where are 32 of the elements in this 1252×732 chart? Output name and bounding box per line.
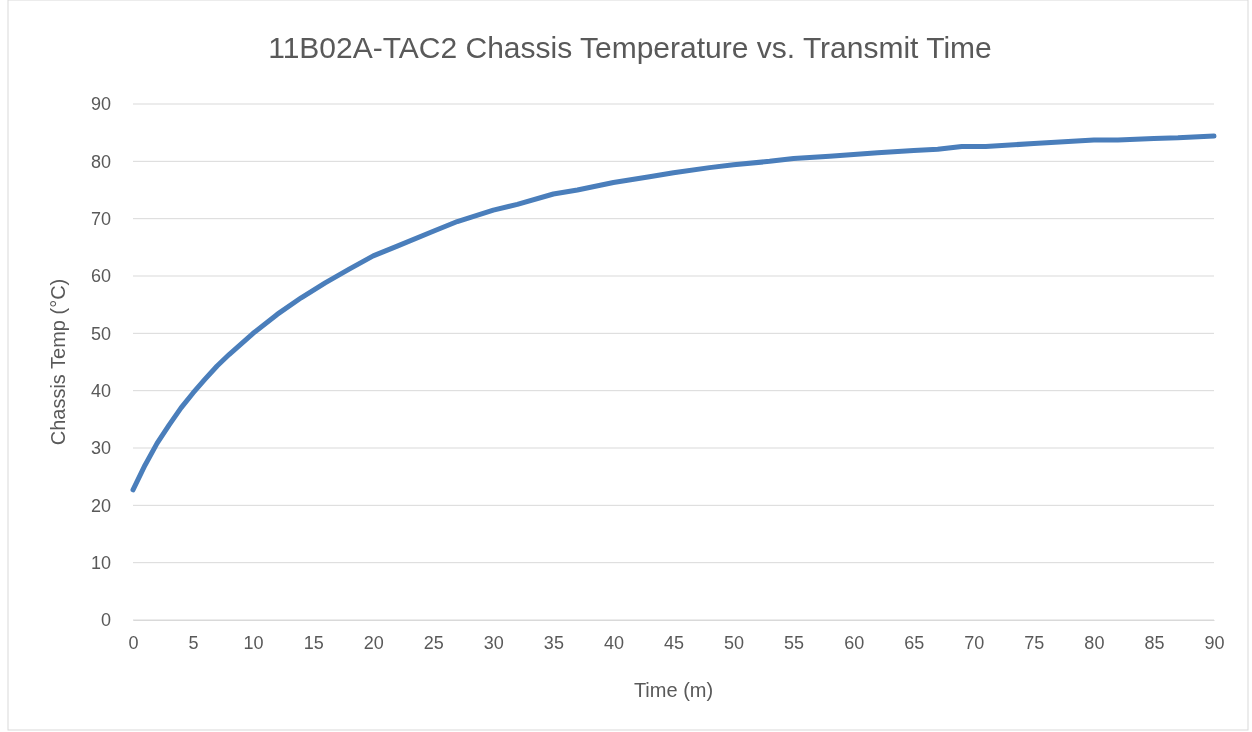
x-tick-label: 50 [724,632,745,653]
x-axis-title: Time (m) [633,679,714,701]
x-tick-label: 15 [303,632,324,653]
y-tick-label: 80 [90,151,111,172]
x-tick-label: 10 [243,632,264,653]
x-tick-label: 35 [543,632,564,653]
x-tick-label: 85 [1144,632,1165,653]
x-tick-label: 80 [1084,632,1105,653]
x-tick-label: 5 [188,632,199,653]
y-axis-title: Chassis Temp (°C) [47,278,69,446]
chart-title: 11B02A-TAC2 Chassis Temperature vs. Transmit Time [268,31,992,64]
y-tick-label: 60 [90,266,111,287]
y-tick-label: 40 [90,380,111,401]
x-tick-label: 25 [423,632,444,653]
x-tick-label: 75 [1024,632,1045,653]
y-tick-label: 90 [90,94,111,115]
x-tick-label: 40 [603,632,624,653]
x-tick-label: 0 [128,632,139,653]
y-tick-label: 50 [90,323,111,344]
x-tick-label: 65 [904,632,925,653]
x-tick-label: 70 [964,632,985,653]
y-tick-label: 70 [90,208,111,229]
x-tick-label: 20 [363,632,384,653]
y-tick-label: 20 [90,495,111,516]
x-tick-label: 60 [844,632,865,653]
x-tick-label: 30 [483,632,504,653]
y-tick-label: 30 [90,438,111,459]
x-tick-label: 45 [663,632,685,653]
y-tick-label: 0 [100,610,111,631]
x-tick-label: 55 [784,632,805,653]
y-tick-label: 10 [90,552,111,573]
x-tick-label: 90 [1204,632,1225,653]
